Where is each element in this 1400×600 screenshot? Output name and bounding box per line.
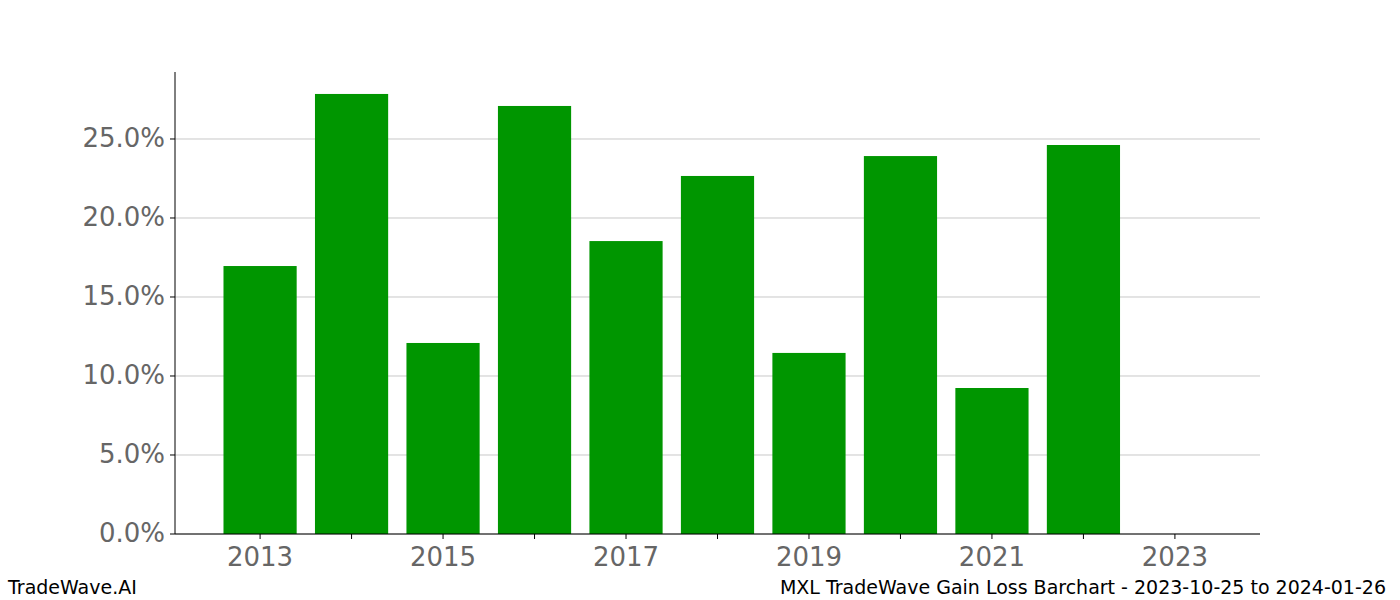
x-minor-tick xyxy=(717,534,718,539)
bar xyxy=(864,156,937,534)
footer-left: TradeWave.AI xyxy=(7,576,137,598)
y-tick-label: 5.0% xyxy=(99,439,165,469)
x-axis xyxy=(175,534,1260,535)
y-tick xyxy=(170,296,175,297)
y-tick-label: 15.0% xyxy=(82,281,165,311)
bar xyxy=(589,241,662,534)
x-tick-label: 2013 xyxy=(227,542,293,572)
y-tick-label: 20.0% xyxy=(82,202,165,232)
x-tick xyxy=(1174,534,1175,539)
bars xyxy=(223,94,1120,534)
bar xyxy=(772,353,845,534)
x-tick xyxy=(991,534,992,539)
y-tick xyxy=(170,217,175,218)
x-tick xyxy=(626,534,627,539)
y-tick xyxy=(170,534,175,535)
bar xyxy=(1047,145,1120,534)
x-tick-label: 2017 xyxy=(593,542,659,572)
y-tick-label: 10.0% xyxy=(82,360,165,390)
x-tick-label: 2015 xyxy=(410,542,476,572)
bar xyxy=(223,266,296,534)
y-tick xyxy=(170,375,175,376)
y-axis xyxy=(175,72,176,534)
y-tick xyxy=(170,138,175,139)
x-tick xyxy=(260,534,261,539)
x-minor-tick xyxy=(351,534,352,539)
x-tick xyxy=(808,534,809,539)
y-tick-label: 0.0% xyxy=(99,518,165,548)
x-minor-tick xyxy=(1083,534,1084,539)
bar xyxy=(498,106,571,534)
title: MXL TradeWave Gain Loss Barchart - 2023-… xyxy=(780,576,1386,598)
y-tick-label: 25.0% xyxy=(82,123,165,153)
y-tick xyxy=(170,454,175,455)
chart: 0.0% 5.0% 10.0% 15.0% 20.0% 25.0% 2013 2015 2017… xyxy=(0,0,1400,600)
x-tick xyxy=(443,534,444,539)
bar xyxy=(315,94,388,534)
x-tick-label: 2019 xyxy=(776,542,842,572)
bar xyxy=(955,388,1028,534)
x-minor-tick xyxy=(900,534,901,539)
bar xyxy=(406,343,479,534)
x-minor-tick xyxy=(534,534,535,539)
x-tick-label: 2021 xyxy=(959,542,1025,572)
x-tick-label: 2023 xyxy=(1142,542,1208,572)
grid-line xyxy=(175,534,1260,535)
bar xyxy=(681,176,754,534)
